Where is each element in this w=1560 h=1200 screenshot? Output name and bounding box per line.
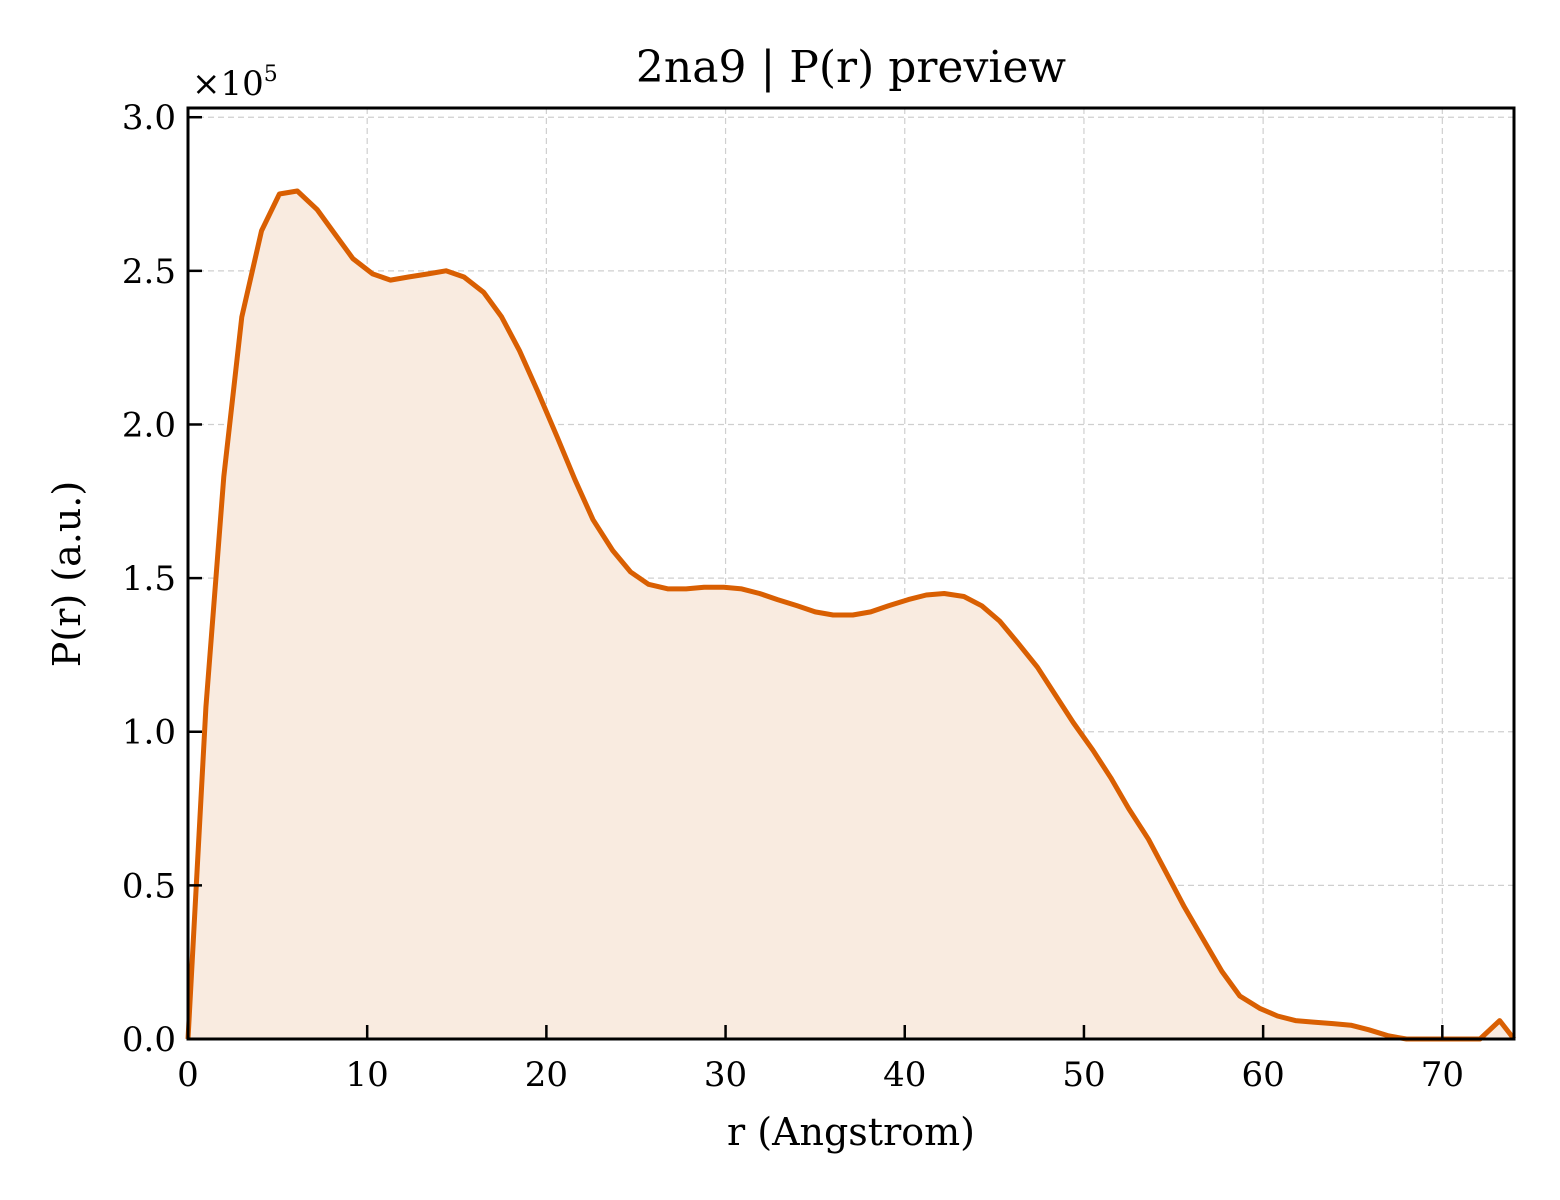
- pr-series-line: [185, 188, 1516, 1042]
- y-multiplier: ×105: [192, 62, 278, 104]
- y-tick-label: 1.5: [122, 559, 176, 599]
- y-tick-label: 1.0: [122, 713, 176, 753]
- y-tick-label: 0.5: [122, 866, 176, 906]
- x-tick-label: 40: [883, 1055, 926, 1095]
- y-tick-label: 2.5: [122, 252, 176, 292]
- x-tick-labels: 0 10 20 30 40 50 60 70: [177, 1055, 1464, 1095]
- x-tick-label: 50: [1062, 1055, 1105, 1095]
- y-tick-label: 3.0: [122, 98, 176, 138]
- plot-frame: [186, 106, 1516, 1041]
- x-tick-label: 30: [704, 1055, 747, 1095]
- x-tick-label: 60: [1242, 1055, 1285, 1095]
- x-axis-label: r (Angstrom): [727, 1110, 975, 1154]
- y-multiplier-base: ×10: [192, 64, 264, 104]
- y-tick-label: 0.0: [122, 1020, 176, 1060]
- y-multiplier-exponent: 5: [264, 62, 278, 87]
- y-axis-label: P(r) (a.u.): [45, 481, 89, 667]
- y-tick-labels: 0.0 0.5 1.0 1.5 2.0 2.5 3.0: [122, 98, 176, 1060]
- x-tick-label: 0: [177, 1055, 199, 1095]
- y-tick-label: 2.0: [122, 405, 176, 445]
- axis-ticks: [186, 115, 1444, 1041]
- x-tick-label: 20: [525, 1055, 568, 1095]
- chart-title: 2na9 | P(r) preview: [636, 42, 1067, 93]
- x-tick-label: 10: [346, 1055, 389, 1095]
- x-tick-label: 70: [1421, 1055, 1464, 1095]
